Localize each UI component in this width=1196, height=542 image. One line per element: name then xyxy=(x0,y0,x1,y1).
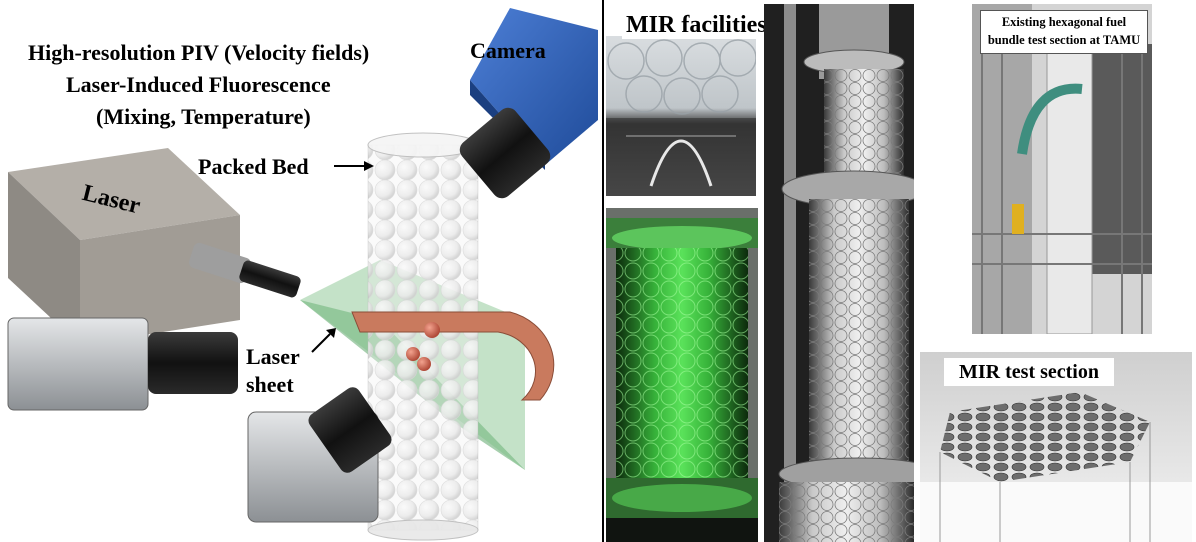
packed-bed-column xyxy=(367,132,479,541)
camera-label: Camera xyxy=(470,38,546,63)
photo-spheres-closeup xyxy=(606,36,756,196)
camera-bottom xyxy=(247,387,392,523)
photo-packed-bed-column xyxy=(764,4,914,542)
hex-bundle-label-line1: Existing hexagonal fuel xyxy=(1001,15,1127,29)
tracer-particles xyxy=(406,322,440,371)
laser-sheet-label-line2: sheet xyxy=(246,372,294,397)
copper-ring xyxy=(351,311,555,401)
photo-green-fluorescence xyxy=(606,208,758,542)
hex-bundle-label: Existing hexagonal fuel bundle test sect… xyxy=(980,10,1148,54)
camera-top xyxy=(459,8,598,199)
laser-sheet-label-line1: Laser xyxy=(246,344,300,369)
panel-divider xyxy=(602,0,604,542)
schematic-drawing xyxy=(7,8,598,541)
schematic-heading-line3: (Mixing, Temperature) xyxy=(96,104,311,129)
schematic-panel: High-resolution PIV (Velocity fields) La… xyxy=(7,8,598,541)
mir-test-section-label: MIR test section xyxy=(944,358,1114,386)
photo-hex-fuel-bundle xyxy=(972,4,1152,334)
laser-sheet-arrow xyxy=(311,328,336,353)
camera-left xyxy=(7,317,238,411)
packed-bed-arrow xyxy=(334,161,374,171)
schematic-heading-line1: High-resolution PIV (Velocity fields) xyxy=(28,40,370,65)
packed-bed-label: Packed Bed xyxy=(198,154,309,179)
hex-bundle-label-line2: bundle test section at TAMU xyxy=(987,33,1141,47)
schematic-heading-line2: Laser-Induced Fluorescence xyxy=(66,72,331,97)
laser-device xyxy=(8,148,301,345)
